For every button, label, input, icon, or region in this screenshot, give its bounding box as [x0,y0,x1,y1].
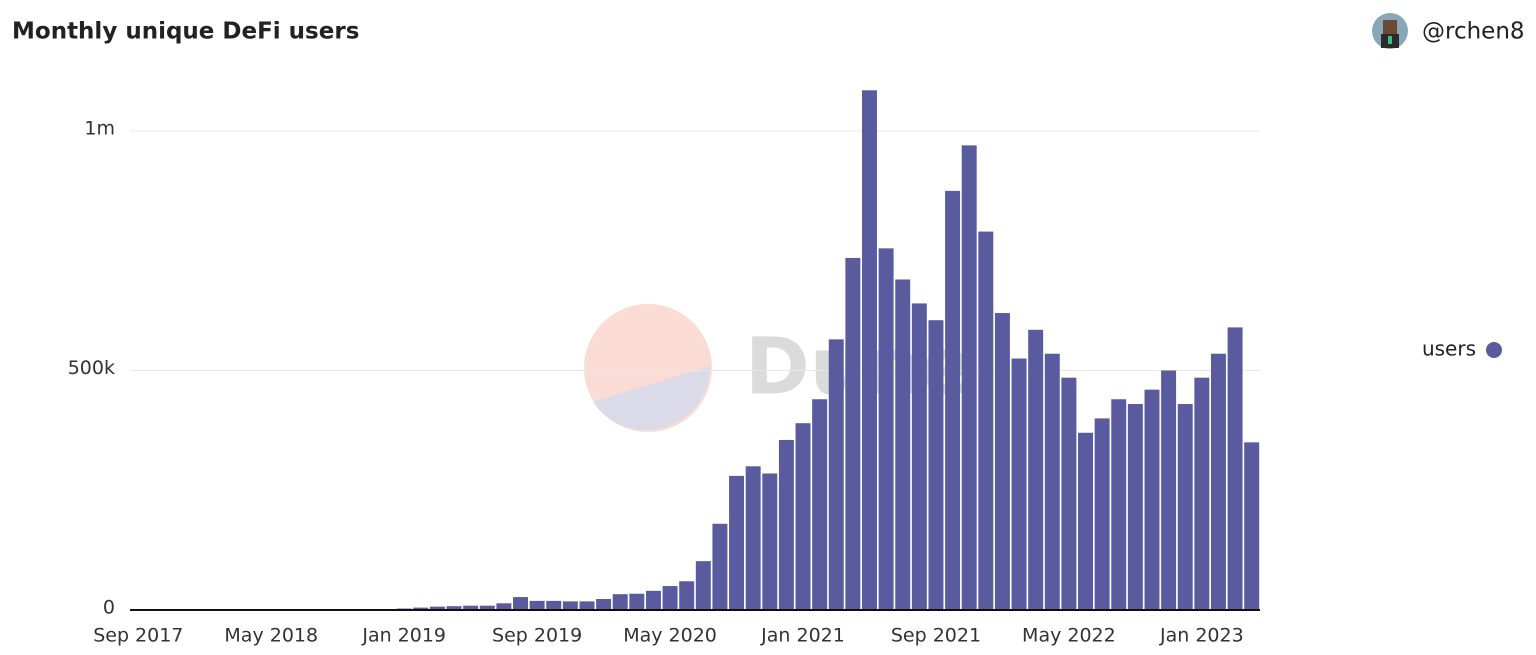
bar [928,320,944,610]
author: @rchen8 [1422,19,1525,45]
bar [712,523,728,610]
bar [1011,358,1027,610]
bar [612,594,628,610]
bar [1210,353,1226,610]
bar [1111,399,1127,610]
bar [745,466,761,610]
bar [778,439,794,610]
bar [1061,377,1077,610]
bar [878,248,894,611]
legend-label: users [1422,337,1476,361]
bar [1094,418,1110,610]
bar [1144,389,1160,610]
x-tick-label: Jan 2021 [760,625,845,647]
bar [496,603,512,610]
bar [1227,327,1243,610]
x-tick-label: Sep 2021 [891,625,981,647]
bar [1177,404,1193,610]
bar [463,605,479,610]
bars [130,90,1260,611]
bar [1028,329,1044,610]
bar [729,475,745,610]
legend-swatch [1486,342,1502,358]
bar [562,601,578,610]
bar [1161,370,1177,610]
bar [895,279,911,610]
bar [994,313,1010,610]
bar [513,597,528,610]
y-tick-label: 500k [68,357,115,379]
bar [845,257,861,610]
y-tick-label: 1m [84,118,115,140]
x-tick-label: May 2018 [224,625,318,647]
bar [795,423,811,610]
avatar [1372,13,1408,49]
bar [1244,442,1260,610]
y-tick-label: 0 [103,597,115,619]
bar [629,593,645,610]
bar [679,581,695,610]
x-tick-label: Sep 2017 [93,625,183,647]
bar [911,303,927,610]
bar [596,598,612,610]
x-tick-label: May 2020 [623,625,717,647]
bar [695,561,711,610]
bar [762,473,778,610]
x-tick-label: Jan 2023 [1159,625,1244,647]
x-tick-label: Sep 2019 [492,625,582,647]
bar [662,586,678,610]
bar [645,590,661,610]
x-tick-label: May 2022 [1022,625,1116,647]
bar [446,606,462,610]
bar [945,190,961,610]
bar [479,605,495,610]
bar [413,607,429,610]
bar [579,601,595,610]
bar [862,90,877,610]
bar [1194,377,1210,610]
bar [1078,432,1093,610]
bar [1127,404,1143,610]
bar [429,606,445,610]
x-tick-label: Jan 2019 [361,625,446,647]
bar [961,145,977,610]
chart-title: Monthly unique DeFi users [12,19,359,45]
bar [1044,353,1060,610]
bar [828,339,844,610]
bar [529,600,545,610]
bar [812,399,828,610]
bar [546,600,562,610]
bar [978,231,994,610]
